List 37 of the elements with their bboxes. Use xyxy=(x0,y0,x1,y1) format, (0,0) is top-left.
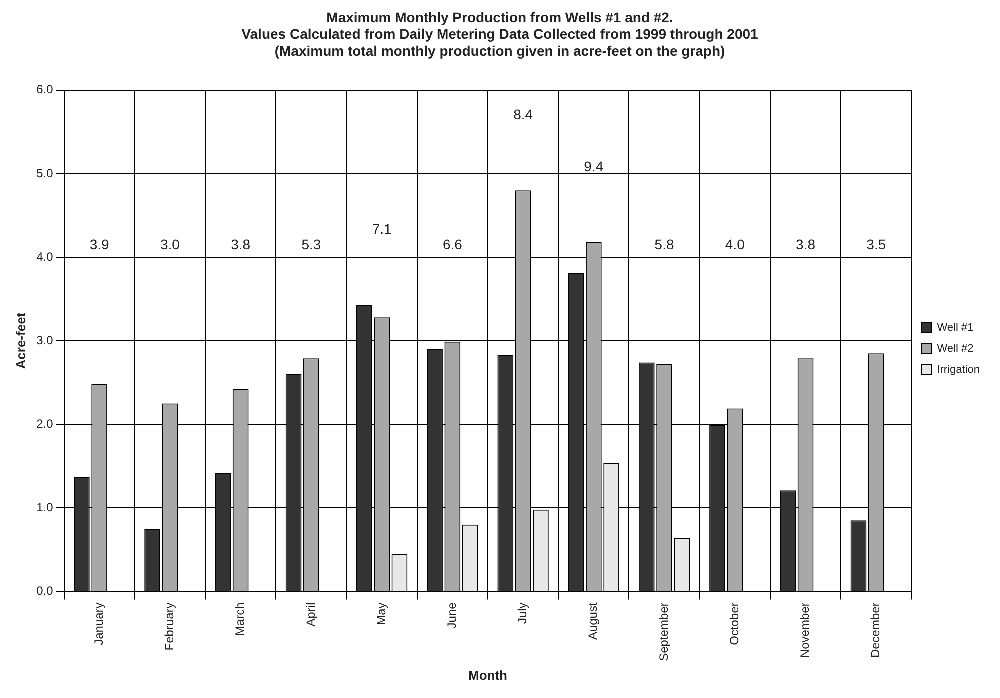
y-tick-label: 1.0 xyxy=(36,500,54,514)
annotation: 5.3 xyxy=(302,236,322,253)
legend-label: Well #1 xyxy=(937,322,974,334)
x-tick-label: April xyxy=(304,602,318,627)
x-axis-title: Month xyxy=(468,668,508,683)
y-tick-label: 4.0 xyxy=(36,250,54,264)
legend-label: Well #2 xyxy=(937,343,974,356)
x-tick-label: March xyxy=(233,602,248,636)
x-tick-label: June xyxy=(444,602,459,629)
x-tick-label: August xyxy=(586,602,600,640)
y-tick-label: 3.0 xyxy=(36,333,54,348)
chart-title: Maximum Monthly Production from Wells #1 and #2. Values Calculated from Daily Metering Data Collected from 1999 through 2001 (Maximum total monthly production given in acre-feet on the graph) xyxy=(242,9,759,59)
annotation: 6.6 xyxy=(442,236,463,253)
legend-label: Irrigation xyxy=(937,364,980,376)
y-axis-title: Acre-feet xyxy=(13,312,28,370)
y-tick-label: 5.0 xyxy=(36,166,54,180)
x-tick-label: September xyxy=(656,602,671,662)
annotation: 5.8 xyxy=(654,236,674,253)
annotation: 3.5 xyxy=(866,236,886,253)
annotation: 9.4 xyxy=(584,158,604,174)
annotation: 3.9 xyxy=(90,236,110,253)
y-tick-label: 2.0 xyxy=(36,416,54,431)
annotation: 8.4 xyxy=(514,106,534,123)
y-tick-label: 0.0 xyxy=(36,584,54,598)
annotation: 7.1 xyxy=(372,220,392,237)
annotation: 3.0 xyxy=(160,236,180,253)
x-tick-label: October xyxy=(727,602,742,646)
annotation: 3.8 xyxy=(231,236,251,253)
x-tick-label: July xyxy=(516,602,530,624)
x-tick-label: December xyxy=(868,602,883,658)
y-tick-label: 6.0 xyxy=(36,82,54,97)
x-tick-label: May xyxy=(374,602,388,626)
annotation: 3.8 xyxy=(796,236,816,253)
annotation: 4.0 xyxy=(725,236,746,253)
x-tick-label: January xyxy=(92,602,106,646)
x-tick-label: February xyxy=(162,602,177,651)
x-tick-label: November xyxy=(798,602,812,658)
